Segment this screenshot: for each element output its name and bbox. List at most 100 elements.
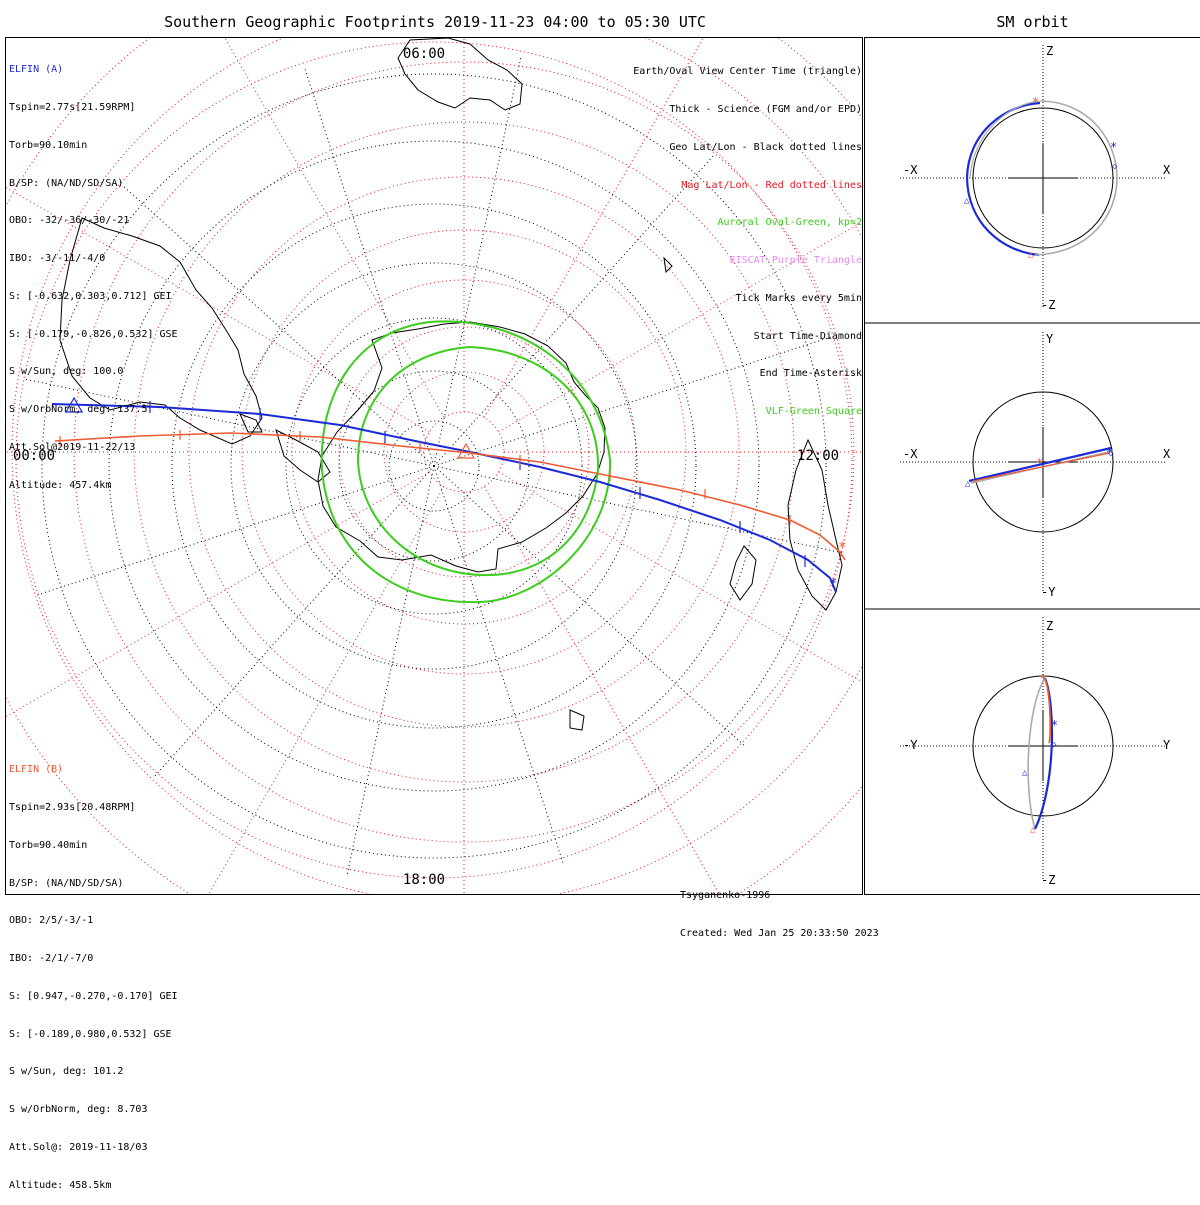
elfin-b-orbit-front xyxy=(972,452,1111,482)
legend-item: Mag Lat/Lon - Red dotted lines xyxy=(681,179,862,191)
credit: Tsyganenko-1996 Created: Wed Jan 25 20:3… xyxy=(680,865,879,953)
geo-lat-circle xyxy=(41,73,827,859)
elfin-b-line: Torb=90.40min xyxy=(9,839,88,851)
elfin-b-line: Tspin=2.93s[20.48RPM] xyxy=(9,801,136,813)
elfin-b-end-marker: * xyxy=(838,540,846,556)
geo-lat-circle xyxy=(108,140,760,792)
kerguelen-island xyxy=(569,709,585,731)
chart-title: Southern Geographic Footprints 2019-11-2… xyxy=(164,13,706,31)
elfin-b-line: S: [-0.189,0.980,0.532] GSE xyxy=(9,1028,172,1040)
end-marker: * xyxy=(1106,445,1113,459)
orbit-back xyxy=(969,100,1042,179)
geo-lat-circle xyxy=(338,370,530,562)
mag-lat-circle xyxy=(73,61,855,843)
axis-label: Z xyxy=(1046,44,1053,58)
axis-label: -Z xyxy=(1041,873,1055,887)
elfin-a-label: ELFIN (A) xyxy=(9,64,64,76)
end-marker: * xyxy=(1036,456,1043,470)
elfin-a-center-marker xyxy=(64,396,84,413)
satellite-tracks: ** xyxy=(51,396,846,593)
horizon-circle xyxy=(15,41,853,879)
magnetic-grid xyxy=(6,38,862,894)
geo-lon-line xyxy=(303,66,435,467)
center-marker: △ xyxy=(965,479,971,489)
mag-lat-circle xyxy=(133,121,795,783)
footprint-map: ** 06:00 12:00 18:00 00:00 xyxy=(6,38,862,894)
mag-lat-circle xyxy=(188,176,740,728)
elfin-b-info: ELFIN (B) Tspin=2.93s[20.48RPM] Torb=90.… xyxy=(9,739,178,1205)
mag-lon-line xyxy=(483,486,720,894)
axis-label: -Y xyxy=(903,738,918,752)
center-marker: △ xyxy=(1022,768,1028,778)
elfin-b-label: ELFIN (B) xyxy=(9,764,64,776)
mlt-label-1800: 18:00 xyxy=(403,872,445,888)
coastlines xyxy=(59,38,843,731)
elfin-a-line: OBO: -32/-36/-30/-21 xyxy=(9,215,130,227)
legend-item: Earth/Oval View Center Time (triangle) xyxy=(633,66,862,78)
earth-circle xyxy=(972,675,1114,817)
axis-label: Y xyxy=(1046,332,1054,346)
elfin-b-center-marker xyxy=(456,442,476,459)
elfin-b-line: S w/OrbNorm, deg: 8.703 xyxy=(9,1104,148,1116)
south-georgia-island xyxy=(663,256,673,274)
elfin-b-track xyxy=(54,432,846,561)
elfin-b-line: S w/Sun, deg: 101.2 xyxy=(9,1066,124,1078)
legend-item: Tick Marks every 5min xyxy=(735,292,862,304)
end-marker: * xyxy=(1032,95,1039,109)
orbit-panel-xy: * * ◇ △ Y -Y -X X xyxy=(900,332,1171,599)
start-marker: ◇ xyxy=(1112,162,1118,172)
start-marker: ◇ xyxy=(1051,740,1057,750)
sm-orbit-panels: * * ◇ △ △ Z -Z -X X * * ◇ △ Y -Y -X X xyxy=(865,44,1200,887)
elfin-b-line: IBO: -2/1/-7/0 xyxy=(9,953,94,965)
mag-lat-circle xyxy=(241,229,687,675)
axis-label: -Z xyxy=(1041,298,1055,312)
auroral-ovals xyxy=(320,320,612,604)
geographic-grid xyxy=(15,41,853,879)
orbit-panel-yz: * * ◇ △ △ Z -Z -Y Y xyxy=(900,617,1171,887)
sm-orbit-frame xyxy=(864,37,1200,895)
auroral-oval-inner xyxy=(356,345,600,577)
elfin-a-line: S w/Sun, deg: 100.0 xyxy=(9,366,124,378)
geo-lon-line xyxy=(433,465,565,866)
legend-item: Auroral Oval-Green, kp=2 xyxy=(717,217,863,229)
axis-label: X xyxy=(1163,163,1171,177)
legend: Earth/Oval View Center Time (triangle) T… xyxy=(633,41,862,431)
orbit-panel-xz: * * ◇ △ △ Z -Z -X X xyxy=(900,44,1171,312)
legend-item: Geo Lat/Lon - Black dotted lines xyxy=(669,141,862,153)
geo-lat-circle xyxy=(230,262,638,670)
elfin-a-line: Att.Sol@2019-11-22/13 xyxy=(9,442,136,453)
mlt-label-0600: 06:00 xyxy=(403,46,445,62)
mlt-label-0000: 00:00 xyxy=(13,448,55,464)
legend-item: VLF-Green Square xyxy=(765,406,862,418)
legend-item: Thick - Science (FGM and/or EPD) xyxy=(669,103,862,115)
geo-lon-line xyxy=(346,465,435,877)
elfin-a-line: Tspin=2.77s[21.59RPM] xyxy=(9,101,136,113)
end-marker: * xyxy=(1110,140,1117,154)
legend-item: EISCAT-Purple Triangle xyxy=(729,255,862,267)
created-label: Created: Wed Jan 25 20:33:50 2023 xyxy=(680,927,879,939)
elfin-b-orbit-back xyxy=(1027,677,1046,830)
elfin-a-line: S: [-0.632,0.303,0.712] GEI xyxy=(9,290,172,302)
elfin-b-line: Altitude: 458.5km xyxy=(9,1179,112,1191)
geo-lat-circle xyxy=(285,317,583,615)
sm-orbit-title: SM orbit xyxy=(996,13,1069,31)
elfin-b-line: B/SP: (NA/ND/SD/SA) xyxy=(9,877,124,889)
auroral-oval-outer xyxy=(320,320,612,604)
elfin-a-line: IBO: -3/-11/-4/0 xyxy=(9,253,106,265)
elfin-a-end-marker: * xyxy=(829,576,837,592)
elfin-a-line: Altitude: 457.4km xyxy=(9,479,112,491)
earth-circle xyxy=(972,107,1114,249)
elfin-b-line: OBO: 2/5/-3/-1 xyxy=(9,915,94,927)
elfin-a-line: S w/OrbNorm, deg: 137.5 xyxy=(9,404,148,416)
center-marker: △ xyxy=(1030,825,1036,835)
legend-item: Start Time-Diamond xyxy=(753,330,862,342)
footprint-map-frame xyxy=(5,37,863,895)
australia-coast xyxy=(59,217,263,445)
axis-label: Y xyxy=(1163,738,1171,752)
elfin-a-line: B/SP: (NA/ND/SD/SA) xyxy=(9,177,124,189)
geo-lon-line xyxy=(433,55,522,467)
elfin-a-orbit xyxy=(968,446,1112,483)
elfin-b-orbit xyxy=(1044,677,1051,744)
end-marker: * xyxy=(1040,672,1047,686)
axis-label: -X xyxy=(903,163,918,177)
